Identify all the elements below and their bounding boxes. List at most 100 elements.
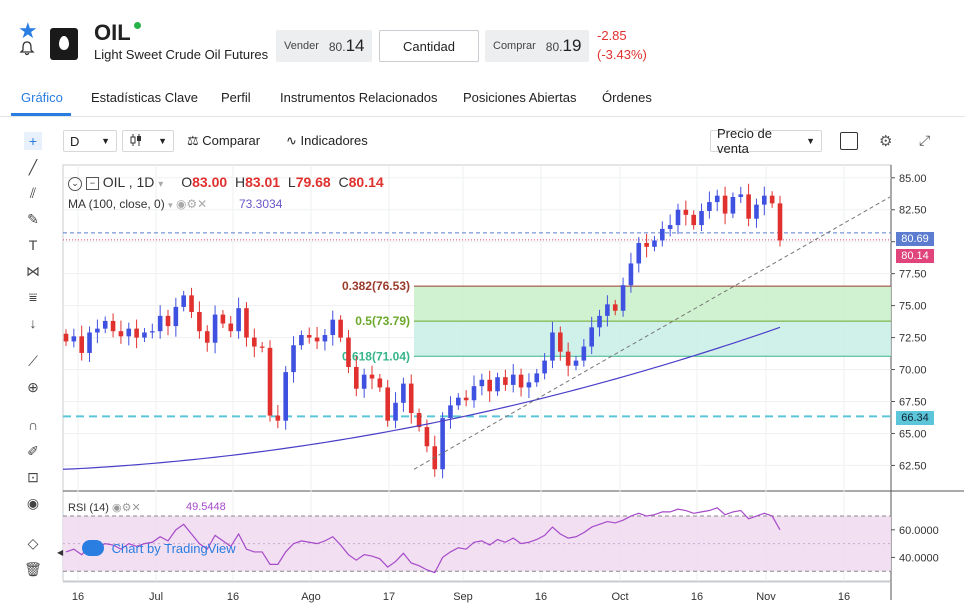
trend-line-icon[interactable]: ╱ (28, 159, 38, 175)
candle-body (526, 382, 532, 388)
candle-body (291, 345, 296, 373)
tab-perfil[interactable]: Perfil (221, 90, 251, 105)
price-tick-label: 85.00 (899, 173, 927, 185)
x-tick-label: 16 (227, 591, 239, 603)
market-open-dot (134, 22, 141, 29)
eye-icon[interactable]: ◉ (26, 495, 40, 511)
layers-icon[interactable]: ◇ (27, 535, 39, 551)
candle-body (683, 209, 689, 215)
candle-body (275, 415, 281, 421)
chart-type-select[interactable]: ▼ (122, 130, 174, 152)
open-value: 83.00 (192, 174, 228, 190)
sell-price-big: 14 (345, 36, 365, 55)
candle-body (299, 335, 304, 346)
oil-logo-icon (50, 28, 78, 60)
fib-zone-upper (414, 286, 891, 322)
interval-select[interactable]: D ▼ (63, 130, 117, 152)
candle-body (95, 328, 100, 333)
hide-icon[interactable]: − (85, 177, 99, 190)
x-tick-label: Ago (301, 591, 321, 603)
brush-icon[interactable]: ✎ (27, 211, 39, 227)
zoom-in-icon[interactable]: ⊕ (27, 379, 39, 395)
collapse-icon[interactable]: ⌄ (68, 177, 82, 191)
rsi-settings-icon[interactable]: ◉⚙✕ (112, 502, 141, 514)
tab-estadisticas[interactable]: Estadísticas Clave (91, 90, 198, 105)
fullscreen-icon[interactable]: ⤢ (919, 132, 931, 148)
compare-label: Comparar (202, 133, 261, 148)
candle-body (110, 320, 116, 332)
lock-icon[interactable]: ⊡ (27, 469, 39, 485)
price-tick-label: 82.50 (899, 205, 927, 217)
screenshot-checkbox[interactable] (840, 132, 858, 150)
candle-body (165, 315, 171, 327)
pattern-icon[interactable]: ⋈ (26, 263, 40, 279)
candle-body (71, 336, 77, 342)
candle-body (126, 328, 132, 337)
candle-body (510, 374, 516, 385)
lock-drawing-icon[interactable]: ✐ (27, 443, 39, 459)
compare-icon: ⚖ (187, 133, 199, 148)
tab-posiciones[interactable]: Posiciones Abiertas (463, 90, 577, 105)
candle-body (589, 327, 594, 347)
arrow-down-icon[interactable]: ↓ (29, 315, 37, 331)
price-type-value: Precio de venta (717, 126, 772, 156)
settings-icon[interactable]: ⚙ (879, 133, 893, 150)
current-price-label: 80.69 (896, 232, 934, 246)
price-tick-label: 77.50 (899, 269, 927, 281)
indicators-button[interactable]: ∿ Indicadores (286, 133, 368, 149)
ruler-icon[interactable]: ⟋ (28, 353, 38, 369)
chevron-down-icon[interactable]: ▾ (168, 200, 173, 210)
indicators-icon: ∿ (286, 133, 297, 148)
quantity-input[interactable]: Cantidad (379, 30, 479, 62)
trash-icon[interactable]: 🗑 (24, 561, 42, 577)
favorite-star-icon[interactable]: ★ (18, 18, 38, 43)
collapse-toolbar-icon[interactable]: ◀ (57, 548, 64, 557)
ma-legend: MA (100, close, 0) ▾ ◉⚙✕ (68, 197, 207, 211)
tab-grafico[interactable]: Gráfico (21, 90, 63, 105)
high-value: 83.01 (245, 174, 281, 190)
candle-body (252, 337, 257, 347)
text-tool-icon[interactable]: T (28, 237, 38, 253)
instrument-name: Light Sweet Crude Oil Futures (94, 47, 269, 62)
candle-body (87, 332, 92, 353)
candle-body (346, 337, 351, 367)
interval-value: D (70, 133, 80, 149)
buy-price-big: 19 (562, 36, 582, 55)
price-type-select[interactable]: Precio de venta ▼ (710, 126, 822, 156)
instrument-symbol: OIL (94, 20, 131, 45)
ma-line (62, 326, 781, 470)
pitchfork-icon[interactable]: ⫽ (29, 185, 37, 201)
candle-body (660, 228, 665, 241)
chevron-down-icon[interactable]: ▾ (158, 179, 164, 190)
candle-body (150, 331, 155, 333)
bell-icon[interactable] (19, 40, 35, 59)
candle-body (730, 196, 736, 214)
magnet-icon[interactable]: ∩ (27, 417, 39, 433)
candle-body (722, 195, 728, 214)
buy-button[interactable]: Comprar 80.19 (485, 30, 589, 62)
price-tick-label: 72.50 (899, 333, 927, 345)
ma-settings-icon[interactable]: ◉⚙✕ (175, 197, 208, 211)
candle-body (754, 204, 759, 219)
candle-body (283, 372, 288, 421)
compare-button[interactable]: ⚖ Comparar (187, 133, 260, 149)
candle-body (558, 332, 563, 352)
candle-body (134, 328, 139, 338)
tab-ordenes[interactable]: Órdenes (602, 90, 652, 105)
tab-instrumentos[interactable]: Instrumentos Relacionados (280, 90, 438, 105)
candle-body (628, 263, 634, 286)
candle-body (142, 332, 147, 338)
prediction-icon[interactable]: ⩸ (28, 289, 38, 305)
candle-body (244, 308, 249, 338)
price-tick-label: 67.50 (899, 397, 927, 409)
candle-body (220, 314, 226, 324)
crosshair-icon[interactable]: + (24, 132, 42, 150)
sell-button[interactable]: Vender 80.14 (276, 30, 372, 62)
support-price-label: 66.34 (896, 411, 934, 425)
tradingview-branding[interactable]: Chart by TradingView (82, 540, 236, 556)
candle-body (652, 240, 657, 247)
x-tick-label: Nov (756, 591, 776, 603)
candle-body (714, 195, 720, 203)
buy-price-small: 80. (545, 40, 563, 54)
